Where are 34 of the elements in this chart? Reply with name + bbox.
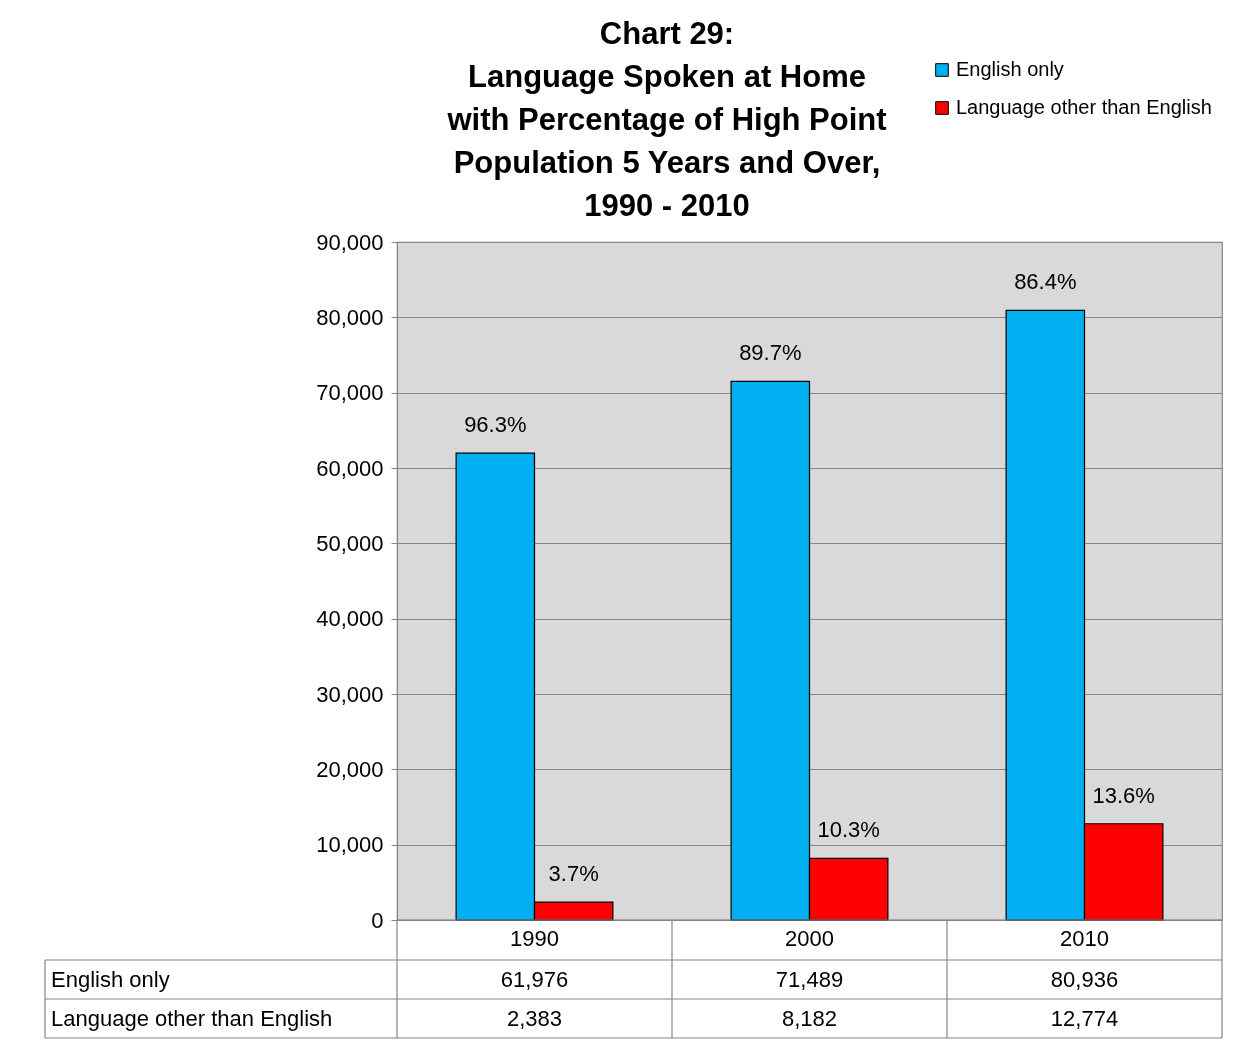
data-label: 8,182 — [781, 1005, 838, 1031]
annotation: 96.3% — [464, 412, 527, 438]
text: Chart 29: — [599, 16, 735, 51]
annotation: 3.7% — [548, 861, 599, 887]
legend-label: English only — [956, 58, 1064, 80]
text: Population 5 Years and Over, — [453, 145, 881, 180]
annotation: 13.6% — [1092, 782, 1155, 808]
legend-label: Language other than English — [956, 96, 1212, 118]
y-tick-label: 50,000 — [316, 530, 384, 556]
data-label: 2,383 — [506, 1005, 563, 1031]
annotation: 10.3% — [817, 817, 880, 843]
y-tick-label: 60,000 — [316, 455, 384, 481]
x-tick-label: 2010 — [1060, 925, 1109, 951]
data-label: 80,936 — [1050, 966, 1119, 992]
text: with Percentage of High Point — [447, 102, 887, 137]
y-tick-label: 40,000 — [316, 606, 384, 632]
data-label: 71,489 — [775, 966, 844, 992]
y-tick-label: 80,000 — [316, 304, 384, 330]
y-tick-label: 90,000 — [316, 229, 384, 255]
text: Language other than English — [51, 1005, 333, 1031]
data-label: 61,976 — [500, 966, 569, 992]
text: 1990 - 2010 — [584, 188, 750, 223]
x-tick-label: 2000 — [785, 925, 834, 951]
x-tick-label: 1990 — [510, 925, 559, 951]
y-tick-label: 70,000 — [316, 380, 384, 406]
text: English only — [51, 966, 170, 992]
annotation: 86.4% — [1014, 269, 1077, 295]
text: Language Spoken at Home — [468, 59, 866, 94]
y-tick-label: 10,000 — [316, 832, 384, 858]
y-tick-label: 20,000 — [316, 756, 384, 782]
y-tick-label: 30,000 — [316, 681, 384, 707]
data-label: 12,774 — [1050, 1005, 1119, 1031]
y-tick-label: 0 — [371, 907, 384, 933]
annotation: 89.7% — [739, 340, 802, 366]
